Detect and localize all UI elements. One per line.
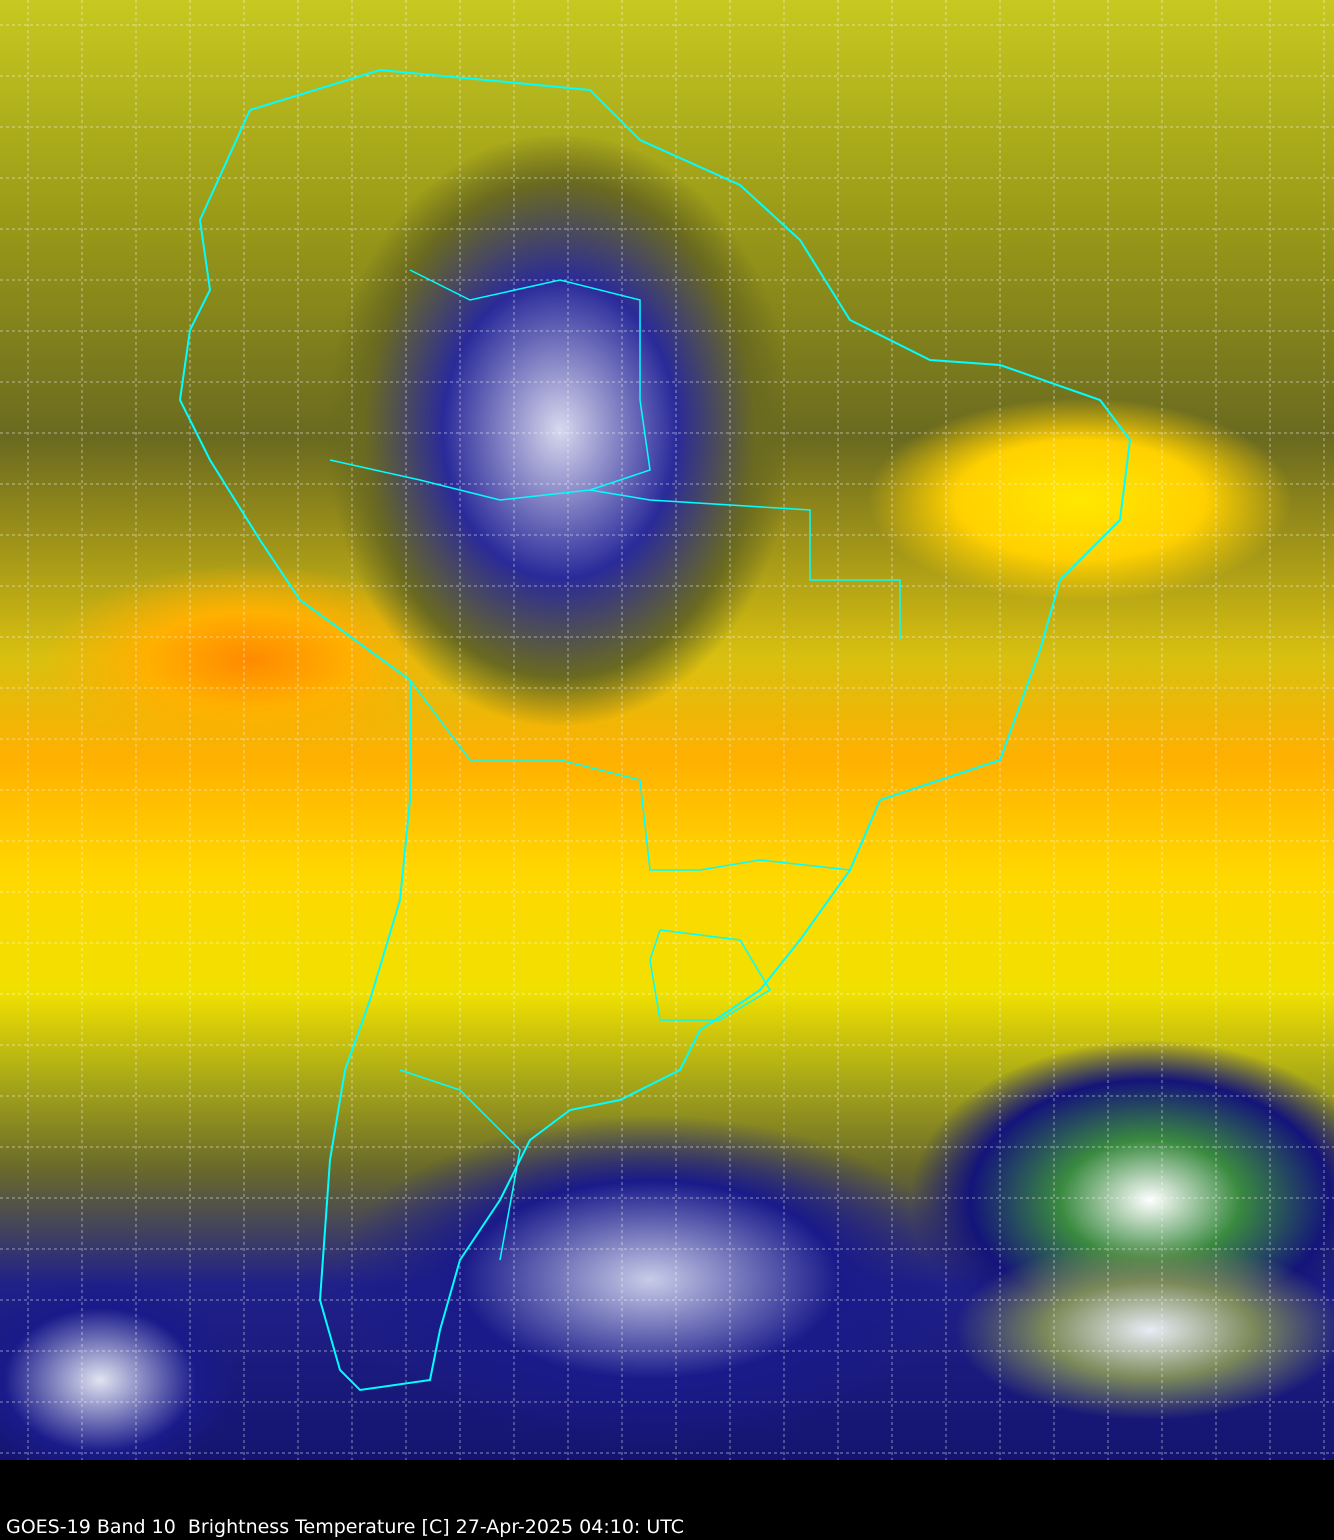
internal-border xyxy=(329,459,901,640)
internal-border xyxy=(409,679,851,871)
internal-border xyxy=(399,1069,521,1261)
south-america-coastline xyxy=(178,68,1132,1392)
image-caption: GOES-19 Band 10 Brightness Temperature [… xyxy=(6,1516,685,1538)
country-borders xyxy=(178,68,1132,1392)
internal-border xyxy=(409,269,651,491)
lat-lon-grid xyxy=(0,0,1334,1460)
internal-border xyxy=(649,929,772,1021)
satellite-imagery xyxy=(0,0,1334,1460)
